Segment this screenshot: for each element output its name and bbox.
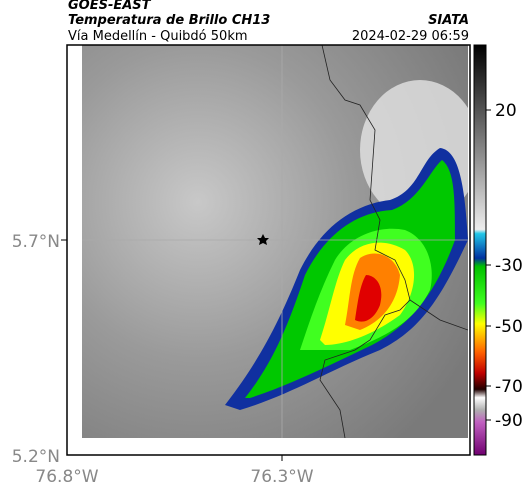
title: Temperatura de Brillo CH13 <box>68 13 270 28</box>
satellite-image <box>82 45 468 438</box>
lon-label: 76.8°W <box>35 467 98 487</box>
colorbar-label: -30 <box>495 256 523 276</box>
colorbar-label: -50 <box>495 317 523 337</box>
colorbar-label: 20 <box>495 101 517 121</box>
colorbar <box>473 44 487 456</box>
lat-label: 5.7°N <box>12 232 60 252</box>
organization: SIATA <box>428 13 469 28</box>
source: GOES-EAST <box>68 0 152 13</box>
subtitle: Vía Medellín - Quibdó 50km <box>68 29 248 44</box>
colorbar-ticks: 20 -30 -50 -70 -90 <box>486 101 523 431</box>
colorbar-label: -70 <box>495 377 523 397</box>
lon-label: 76.3°W <box>250 467 313 487</box>
datetime: 2024-02-29 06:59 <box>352 29 469 44</box>
colorbar-label: -90 <box>495 411 523 431</box>
map-frame <box>66 44 471 456</box>
city-marker <box>257 234 269 245</box>
lat-label: 5.2°N <box>12 447 60 467</box>
